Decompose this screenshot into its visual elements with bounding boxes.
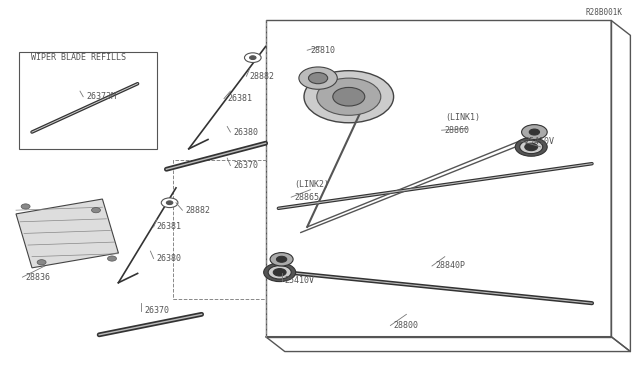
- Circle shape: [299, 67, 337, 89]
- Circle shape: [304, 71, 394, 123]
- Text: 25410V: 25410V: [525, 137, 555, 146]
- Circle shape: [166, 201, 173, 205]
- Circle shape: [92, 208, 100, 213]
- Text: 26380: 26380: [234, 128, 259, 137]
- Circle shape: [244, 53, 261, 62]
- Circle shape: [333, 87, 365, 106]
- Text: 26370: 26370: [144, 306, 169, 315]
- Text: 26380: 26380: [157, 254, 182, 263]
- Circle shape: [250, 56, 256, 60]
- Circle shape: [21, 204, 30, 209]
- Circle shape: [522, 125, 547, 140]
- Text: WIPER BLADE REFILLS: WIPER BLADE REFILLS: [31, 53, 125, 62]
- Text: (LINK2): (LINK2): [294, 180, 330, 189]
- Circle shape: [276, 256, 287, 262]
- Polygon shape: [16, 199, 118, 268]
- Circle shape: [317, 78, 381, 115]
- Circle shape: [37, 260, 46, 265]
- Text: R28B001K: R28B001K: [585, 8, 622, 17]
- Circle shape: [268, 266, 291, 279]
- Circle shape: [525, 143, 538, 151]
- Circle shape: [108, 256, 116, 261]
- Text: (LINK1): (LINK1): [445, 113, 480, 122]
- Circle shape: [264, 263, 296, 282]
- Text: 28860: 28860: [445, 126, 470, 135]
- Text: 28800: 28800: [394, 321, 419, 330]
- Text: 26370: 26370: [234, 161, 259, 170]
- Circle shape: [270, 253, 293, 266]
- Text: 28882: 28882: [186, 206, 211, 215]
- Circle shape: [529, 129, 540, 135]
- Text: 28882: 28882: [250, 72, 275, 81]
- Text: 26381: 26381: [227, 94, 252, 103]
- Text: 28865: 28865: [294, 193, 319, 202]
- Circle shape: [515, 138, 547, 156]
- Text: 28810: 28810: [310, 46, 335, 55]
- Text: 28840P: 28840P: [435, 262, 465, 270]
- Text: 26381: 26381: [157, 222, 182, 231]
- Text: 25410V: 25410V: [285, 276, 315, 285]
- Circle shape: [520, 140, 543, 154]
- Circle shape: [273, 269, 286, 276]
- Circle shape: [308, 73, 328, 84]
- Circle shape: [161, 198, 178, 208]
- Text: 26373M: 26373M: [86, 92, 116, 101]
- FancyBboxPatch shape: [19, 52, 157, 149]
- Text: 28836: 28836: [26, 273, 51, 282]
